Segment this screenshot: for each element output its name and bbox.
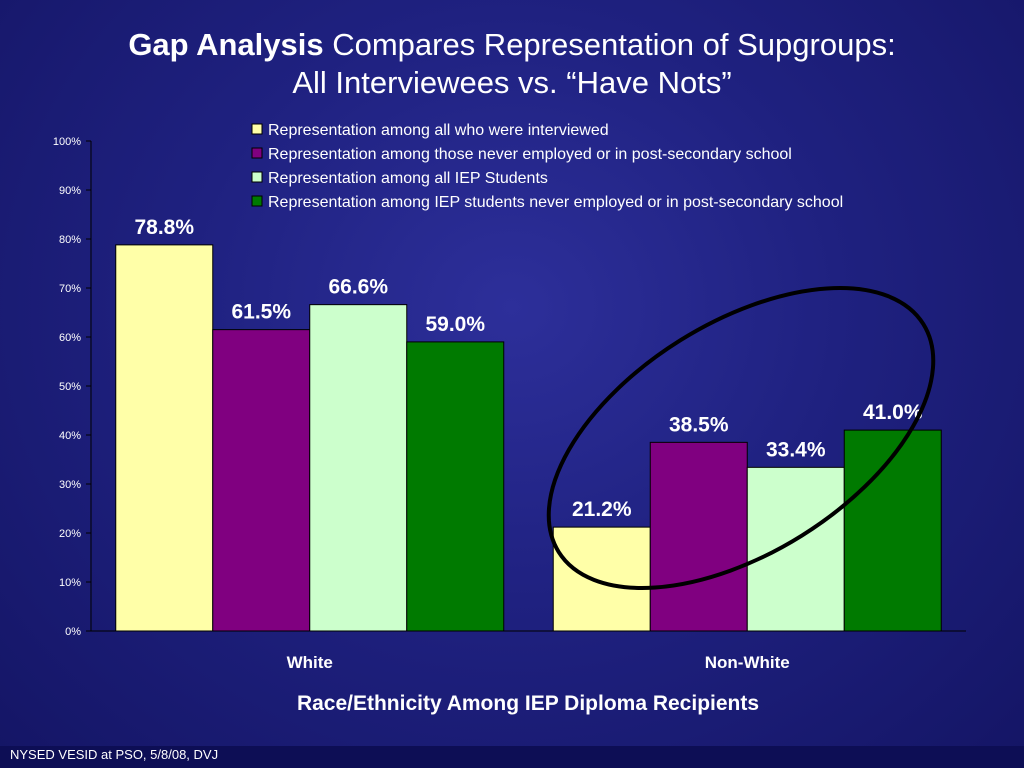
bar — [649, 441, 748, 632]
legend-entry: Representation among all who were interv… — [268, 122, 609, 139]
x-tick-label: Non-White — [705, 653, 790, 672]
legend-swatch — [251, 123, 263, 135]
y-tick-label: 10% — [59, 577, 81, 589]
footer-text: NYSED VESID at PSO, 5/8/08, DVJ — [10, 747, 219, 762]
bar — [746, 466, 845, 632]
y-tick-label: 80% — [59, 234, 81, 246]
y-tick-label: 70% — [59, 283, 81, 295]
data-label: 61.5% — [231, 301, 291, 324]
y-tick-label: 30% — [59, 479, 81, 491]
y-tick-label: 0% — [65, 626, 81, 638]
data-label: 21.2% — [572, 498, 632, 521]
x-axis-label: Race/Ethnicity Among IEP Diploma Recipie… — [297, 692, 759, 715]
data-label: 59.0% — [425, 313, 485, 336]
bar — [212, 329, 311, 632]
bar — [406, 341, 505, 632]
legend-swatch — [251, 171, 263, 183]
data-label: 41.0% — [863, 401, 923, 424]
title-rest: Compares Representation of Supgroups: — [323, 27, 896, 62]
x-tick-label: White — [287, 653, 333, 672]
legend-entry: Representation among those never employe… — [268, 146, 792, 163]
y-tick-label: 90% — [59, 185, 81, 197]
legend-swatch — [251, 195, 263, 207]
title-line2: All Interviewees vs. “Have Nots” — [292, 65, 732, 100]
bar — [309, 304, 408, 632]
title-bold: Gap Analysis — [128, 27, 324, 62]
highlight-ellipse — [546, 286, 936, 590]
y-tick-label: 20% — [59, 528, 81, 540]
bar — [552, 526, 651, 632]
chart-title: Gap Analysis Compares Representation of … — [0, 26, 1024, 102]
bar — [843, 429, 942, 632]
y-tick-label: 60% — [59, 332, 81, 344]
data-label: 38.5% — [669, 413, 729, 436]
legend-entry: Representation among IEP students never … — [268, 194, 843, 211]
footer: NYSED VESID at PSO, 5/8/08, DVJ — [0, 746, 1024, 768]
y-tick-label: 40% — [59, 430, 81, 442]
legend-swatch — [251, 147, 263, 159]
data-label: 78.8% — [134, 216, 194, 239]
data-label: 33.4% — [766, 438, 826, 461]
bar-chart: 0% 10% 20% 30% 40% 50% 60% 70% 80% 90% 100% 78.8% 61… — [53, 122, 966, 715]
y-tick-label: 50% — [59, 381, 81, 393]
legend-entry: Representation among all IEP Students — [268, 170, 548, 187]
data-label: 66.6% — [328, 276, 388, 299]
bar — [115, 244, 214, 632]
y-tick-label: 100% — [53, 136, 81, 148]
